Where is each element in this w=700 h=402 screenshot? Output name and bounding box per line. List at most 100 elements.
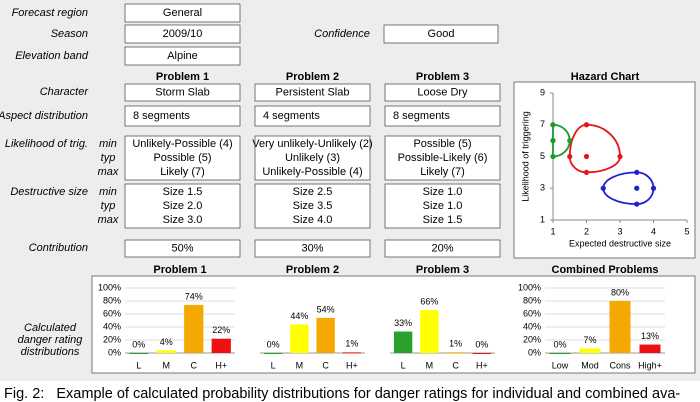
field-value: Persistent Slab	[276, 86, 350, 98]
y-tick-label: 60%	[523, 308, 541, 318]
y-tick-label: 0%	[528, 347, 541, 357]
x-tick-label: M	[163, 360, 171, 370]
chart-title: Hazard Chart	[571, 71, 640, 83]
row-label: Elevation band	[15, 50, 89, 62]
input-box	[124, 105, 241, 127]
bar	[446, 352, 465, 354]
x-tick-label: C	[452, 360, 459, 370]
bar	[609, 301, 631, 353]
input-box	[124, 46, 241, 66]
field-value: 8 segments	[133, 110, 190, 122]
field-value: Size 1.5	[163, 186, 203, 198]
value-label: 1%	[345, 339, 358, 349]
hazard-point	[650, 185, 657, 191]
input-box	[124, 239, 241, 258]
bar	[129, 353, 149, 354]
y-tick-label: 60%	[103, 308, 121, 318]
sub-label: min	[99, 138, 117, 150]
sub-label: max	[98, 214, 119, 226]
field-value: Possible (5)	[413, 138, 471, 150]
sub-label: max	[98, 166, 119, 178]
caption: Fig. 2: Example of calculated probabilit…	[4, 386, 680, 402]
y-tick-label: 1	[540, 214, 545, 224]
x-tick-label: 2	[584, 226, 589, 236]
field-value: Size 1.0	[423, 186, 463, 198]
field-value: 4 segments	[263, 110, 320, 122]
bar	[393, 331, 413, 353]
hazard-point	[550, 138, 556, 144]
input-box	[254, 183, 371, 229]
y-tick-label: 20%	[103, 334, 121, 344]
field-value: Storm Slab	[155, 86, 209, 98]
value-label: 1%	[449, 339, 462, 349]
value-label: 0%	[267, 339, 280, 349]
x-tick-label: Cons	[609, 360, 631, 370]
hazard-point	[567, 138, 573, 144]
y-tick-label: 80%	[523, 295, 541, 305]
value-label: 80%	[611, 287, 629, 297]
problem-title: Problem 1	[156, 71, 209, 83]
input-box	[124, 24, 241, 44]
input-box	[384, 239, 501, 258]
bar	[549, 353, 571, 354]
y-tick-label: 40%	[523, 321, 541, 331]
y-tick-label: 5	[540, 151, 545, 161]
field-value: Unlikely (3)	[285, 152, 340, 164]
field-value: Size 2.5	[293, 186, 333, 198]
sub-label: min	[99, 186, 117, 198]
value-label: 22%	[212, 325, 230, 335]
bar	[639, 344, 661, 353]
field-value: Likely (7)	[420, 166, 465, 178]
row-label: Forecast region	[12, 7, 88, 19]
value-label: 66%	[420, 296, 438, 306]
field-value: Size 1.5	[423, 214, 463, 226]
y-tick-label: 100%	[98, 282, 121, 292]
row-label: Confidence	[314, 28, 370, 40]
field-value: Possible-Likely (6)	[398, 152, 488, 164]
input-box	[383, 24, 499, 44]
y-axis-label: Likelihood of triggering	[520, 111, 530, 202]
chart-title: Problem 2	[286, 264, 339, 276]
input-box	[254, 83, 371, 102]
chart-title: Problem 3	[416, 264, 469, 276]
row-label: danger rating	[18, 334, 84, 346]
row-label: Contribution	[29, 242, 88, 254]
x-tick-label: 4	[651, 226, 656, 236]
field-value: Size 4.0	[293, 214, 333, 226]
row-label: Calculated	[24, 322, 77, 334]
input-box	[124, 135, 241, 181]
input-box	[384, 83, 501, 102]
hazard-point	[634, 169, 640, 175]
y-tick-label: 80%	[103, 295, 121, 305]
x-tick-label: High+	[638, 360, 662, 370]
x-tick-label: Low	[552, 360, 569, 370]
row-label: Destructive size	[10, 186, 88, 198]
sub-label: typ	[101, 152, 116, 164]
chart-title: Problem 1	[153, 264, 206, 276]
bar	[290, 324, 309, 353]
value-label: 44%	[290, 311, 308, 321]
x-tick-label: L	[271, 360, 276, 370]
x-tick-label: H+	[476, 360, 488, 370]
y-tick-label: 7	[540, 119, 545, 129]
field-value: Size 3.5	[293, 200, 333, 212]
input-box	[254, 239, 371, 258]
value-label: 7%	[583, 335, 596, 345]
bar	[316, 317, 335, 353]
bar	[472, 353, 492, 354]
row-label: Season	[51, 28, 88, 40]
field-value: 8 segments	[393, 110, 450, 122]
hazard-point	[634, 185, 640, 191]
field-value: 2009/10	[163, 28, 203, 40]
field-value: 30%	[301, 242, 323, 254]
x-tick-label: H+	[346, 360, 358, 370]
x-tick-label: H+	[215, 360, 227, 370]
y-tick-label: 3	[540, 183, 545, 193]
field-value: 20%	[431, 242, 453, 254]
field-value: Possible (5)	[153, 152, 211, 164]
sub-label: typ	[101, 200, 116, 212]
y-tick-label: 20%	[523, 334, 541, 344]
bar	[156, 350, 176, 353]
hazard-point	[550, 153, 556, 160]
field-value: Likely (7)	[160, 166, 205, 178]
